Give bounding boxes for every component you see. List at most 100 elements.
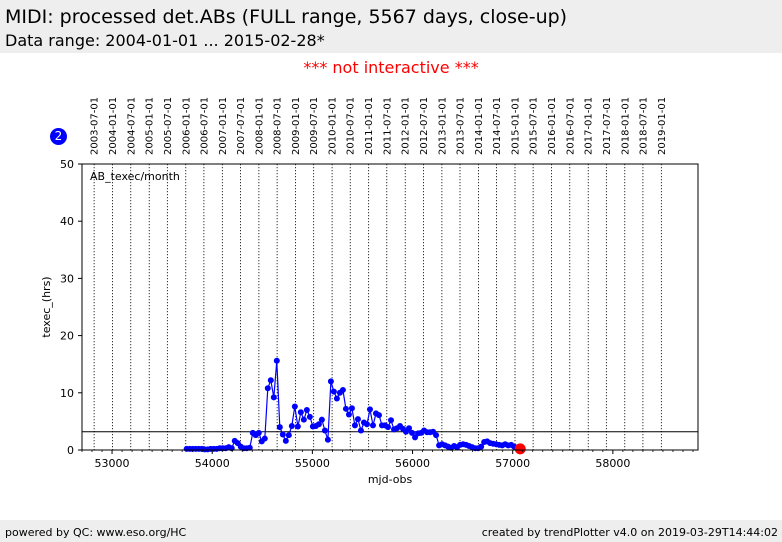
- date-tick-label: 2004-01-01: [108, 97, 119, 155]
- data-point: [388, 417, 395, 424]
- x-tick-label: 53000: [95, 457, 130, 470]
- data-point: [324, 436, 331, 443]
- data-point: [264, 385, 271, 392]
- date-tick-label: 2005-01-01: [145, 97, 156, 155]
- data-point: [285, 432, 292, 439]
- data-point: [288, 422, 295, 429]
- data-point: [297, 409, 304, 416]
- date-tick-label: 2006-01-01: [181, 97, 192, 155]
- date-tick-label: 2011-01-01: [364, 97, 375, 155]
- data-point: [279, 431, 286, 438]
- date-tick-label: 2018-07-01: [638, 97, 649, 155]
- date-tick-label: 2014-07-01: [492, 97, 503, 155]
- series-line: [186, 360, 518, 450]
- data-point: [409, 429, 416, 436]
- footer-created-by: created by trendPlotter v4.0 on 2019-03-…: [481, 526, 778, 539]
- data-point: [433, 432, 440, 439]
- data-point: [255, 429, 262, 436]
- header-bar: MIDI: processed det.ABs (FULL range, 556…: [0, 0, 782, 53]
- y-tick-label: 30: [60, 272, 74, 285]
- x-axis: 53000 54000 55000 56000 57000 58000: [81, 450, 694, 470]
- date-tick-label: 2008-07-01: [273, 97, 284, 155]
- data-point: [384, 424, 391, 431]
- series-layer: [183, 357, 521, 453]
- data-point: [270, 394, 277, 401]
- date-tick-label: 2008-01-01: [254, 97, 265, 155]
- date-tick-label: 2017-07-01: [602, 97, 613, 155]
- date-tick-label: 2012-01-01: [401, 97, 412, 155]
- data-point: [282, 437, 289, 444]
- data-point: [261, 435, 268, 442]
- panel-label: AB_texec/month: [90, 170, 180, 183]
- data-point: [276, 424, 283, 431]
- date-tick-label: 2013-01-01: [437, 97, 448, 155]
- data-point: [315, 421, 322, 428]
- date-tick-label: 2016-01-01: [547, 97, 558, 155]
- not-interactive-notice: *** not interactive ***: [303, 58, 479, 77]
- data-point: [300, 416, 307, 423]
- date-tick-label: 2015-07-01: [529, 97, 540, 155]
- date-tick-label: 2007-01-01: [218, 97, 229, 155]
- y-axis-label: texec_(hrs): [40, 276, 53, 337]
- x-tick-label: 58000: [595, 457, 630, 470]
- data-point: [318, 416, 325, 423]
- x-tick-label: 57000: [495, 457, 530, 470]
- x-tick-label: 55000: [295, 457, 330, 470]
- date-tick-label: 2003-07-01: [90, 97, 101, 155]
- date-tick-label: 2016-07-01: [565, 97, 576, 155]
- data-point: [321, 427, 328, 434]
- date-tick-label: 2005-07-01: [163, 97, 174, 155]
- data-point: [291, 403, 298, 410]
- date-tick-label: 2015-01-01: [511, 97, 522, 155]
- data-point: [348, 405, 355, 412]
- data-point: [478, 443, 485, 450]
- date-tick-label: 2014-01-01: [474, 97, 485, 155]
- highlight-layer: [514, 443, 526, 455]
- y-tick-label: 0: [67, 444, 74, 457]
- x-tick-label: 56000: [395, 457, 430, 470]
- page-title: MIDI: processed det.ABs (FULL range, 556…: [5, 6, 568, 28]
- data-point: [327, 378, 334, 385]
- panel-number-badge: 2: [50, 128, 67, 145]
- data-point: [306, 413, 313, 420]
- date-tick-label: 2004-07-01: [126, 97, 137, 155]
- date-tick-label: 2010-01-01: [328, 97, 339, 155]
- x-tick-label: 54000: [195, 457, 230, 470]
- data-point: [294, 423, 301, 430]
- y-axis: 0 10 20 30 40 50: [60, 158, 82, 457]
- data-point: [363, 421, 370, 428]
- x-axis-label: mjd-obs: [368, 473, 413, 486]
- data-point: [357, 427, 364, 434]
- data-point: [375, 412, 382, 419]
- date-tick-label: 2010-07-01: [346, 97, 357, 155]
- y-tick-label: 20: [60, 330, 74, 343]
- data-point: [246, 444, 253, 451]
- y-tick-label: 10: [60, 387, 74, 400]
- data-point: [267, 377, 274, 384]
- data-point: [303, 406, 310, 413]
- date-tick-label: 2011-07-01: [382, 97, 393, 155]
- footer-bar: powered by QC: www.eso.org/HC created by…: [0, 520, 782, 542]
- date-tick-labels: 2003-07-01 2004-01-01 2004-07-01 2005-01-01…: [90, 97, 668, 155]
- data-range-subtitle: Data range: 2004-01-01 ... 2015-02-28*: [5, 31, 325, 50]
- data-point: [273, 357, 280, 364]
- data-point: [351, 422, 358, 429]
- date-tick-label: 2007-07-01: [236, 97, 247, 155]
- date-gridlines: [93, 164, 662, 450]
- data-point: [345, 411, 352, 418]
- y-tick-label: 40: [60, 215, 74, 228]
- footer-credit: powered by QC: www.eso.org/HC: [5, 526, 187, 539]
- date-tick-label: 2006-07-01: [199, 97, 210, 155]
- date-tick-label: 2017-01-01: [584, 97, 595, 155]
- data-point: [406, 425, 413, 432]
- date-tick-label: 2012-07-01: [419, 97, 430, 155]
- date-tick-label: 2019-01-01: [657, 97, 668, 155]
- plot-frame: [81, 163, 699, 451]
- y-tick-label: 50: [60, 158, 74, 171]
- data-point: [333, 395, 340, 402]
- highlight-point: [514, 443, 526, 455]
- data-point: [369, 422, 376, 429]
- data-point: [354, 416, 361, 423]
- date-tick-label: 2009-07-01: [309, 97, 320, 155]
